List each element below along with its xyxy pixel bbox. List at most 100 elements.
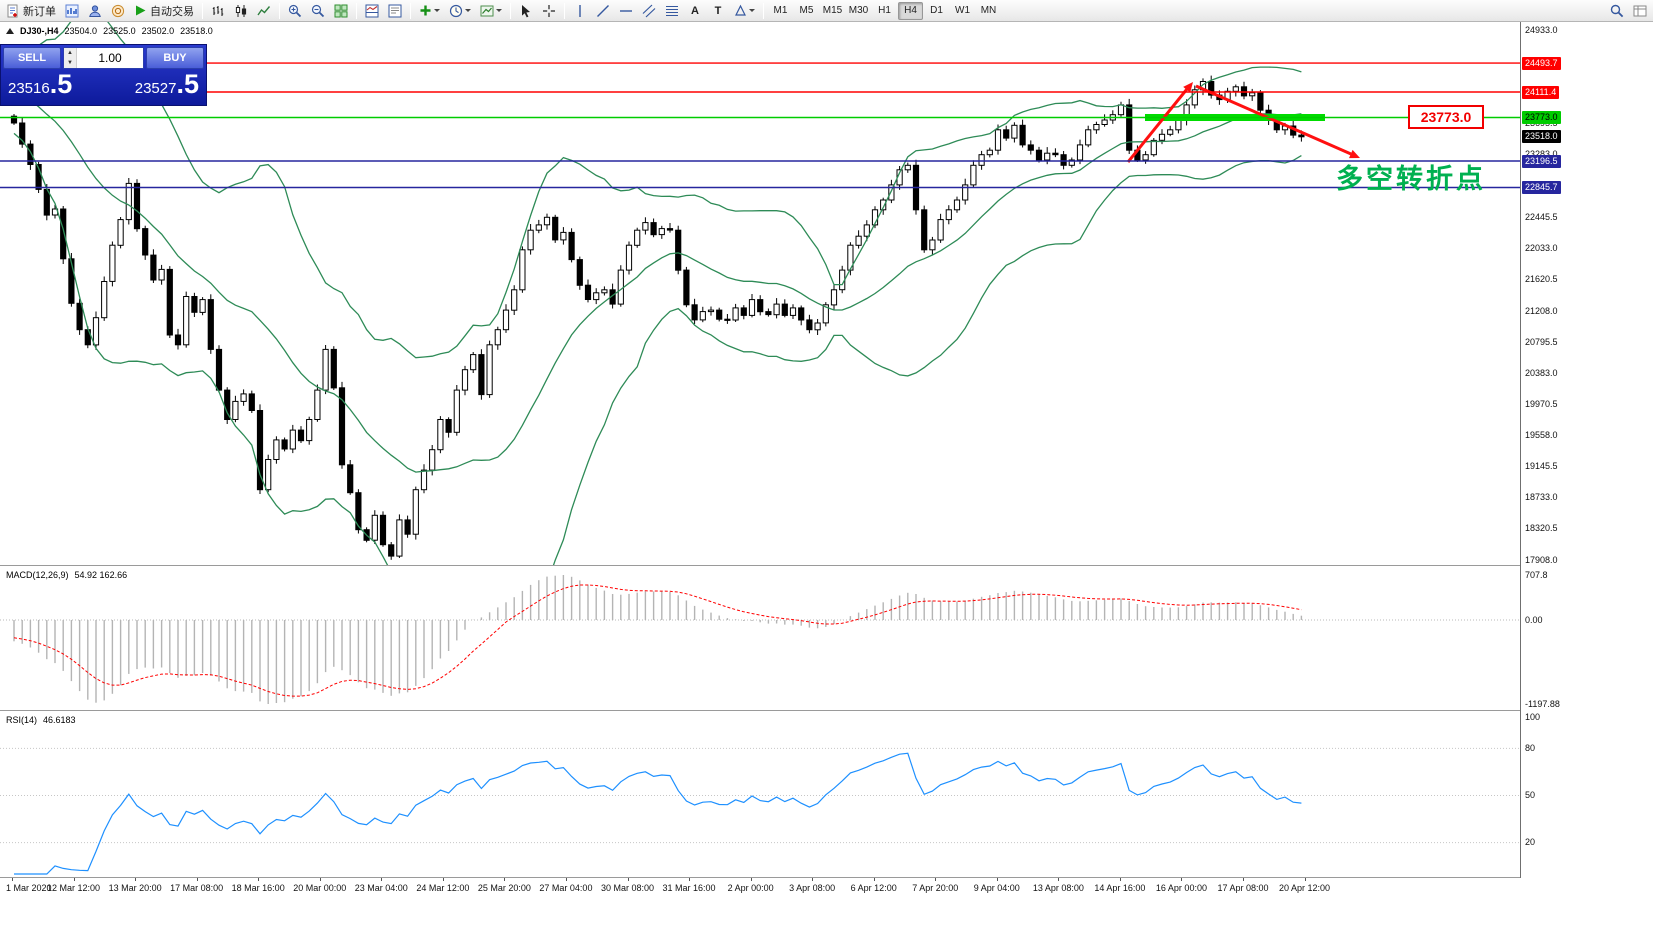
time-label: 24 Mar 12:00 bbox=[416, 883, 470, 893]
macd-axis-min: -1197.88 bbox=[1525, 698, 1560, 709]
layout-panels-button[interactable] bbox=[1629, 1, 1651, 21]
indicator-windows-button[interactable] bbox=[361, 1, 383, 21]
bar-chart-mode-button[interactable] bbox=[207, 1, 229, 21]
time-tick bbox=[627, 878, 629, 881]
sell-button[interactable]: SELL bbox=[3, 47, 61, 69]
indicator-window-icon bbox=[365, 4, 379, 17]
chart-annotations-layer[interactable] bbox=[0, 22, 1520, 565]
sell-price: 23516.5 bbox=[8, 69, 73, 99]
one-click-trading-panel: SELL ▲ ▼ BUY 23516.5 23527.5 bbox=[0, 44, 207, 106]
sell-price-big-digits: .5 bbox=[49, 69, 73, 99]
trendline-tool-button[interactable] bbox=[592, 1, 614, 21]
vertical-line-tool-button[interactable] bbox=[569, 1, 591, 21]
red-up-arrowhead-icon bbox=[1183, 82, 1193, 93]
channel-tool-button[interactable] bbox=[638, 1, 660, 21]
data-window-button[interactable] bbox=[384, 1, 406, 21]
time-label: 13 Apr 08:00 bbox=[1032, 883, 1084, 893]
candlestick-mode-button[interactable] bbox=[230, 1, 252, 21]
time-axis[interactable]: 1 Mar 2020 12 Mar 12:00 13 Mar 20:00 17 Mar… bbox=[0, 878, 1653, 897]
time-tick bbox=[873, 878, 875, 881]
tf-h4[interactable]: H4 bbox=[898, 1, 923, 20]
volume-down-button[interactable]: ▼ bbox=[64, 58, 76, 68]
line-chart-mode-button[interactable] bbox=[253, 1, 275, 21]
zoom-in-button[interactable] bbox=[284, 1, 306, 21]
autotrading-play-icon bbox=[136, 5, 146, 16]
price-axis[interactable]: 24933.023695.523283.022445.522033.021620… bbox=[1521, 22, 1653, 878]
red-down-arrowhead-icon bbox=[1349, 149, 1360, 159]
tf-mn[interactable]: MN bbox=[976, 2, 1001, 20]
zoom-in-icon bbox=[288, 4, 302, 17]
zoom-out-button[interactable] bbox=[307, 1, 329, 21]
new-order-button[interactable]: 新订单 bbox=[2, 1, 60, 21]
label-tool-button[interactable]: T bbox=[707, 1, 729, 21]
time-label: 31 Mar 16:00 bbox=[662, 883, 716, 893]
price-tick: 18733.0 bbox=[1525, 492, 1558, 503]
time-tick bbox=[442, 878, 444, 881]
cursor-tool-button[interactable] bbox=[515, 1, 537, 21]
tile-windows-icon bbox=[334, 4, 348, 17]
time-label: 6 Apr 12:00 bbox=[850, 883, 897, 893]
tile-windows-button[interactable] bbox=[330, 1, 352, 21]
tf-m30[interactable]: M30 bbox=[846, 2, 871, 20]
symbol-period-label: DJ30-,H4 bbox=[20, 26, 59, 36]
time-label: 27 Mar 04:00 bbox=[539, 883, 593, 893]
charts-window-button[interactable] bbox=[61, 1, 83, 21]
macd-pane-canvas[interactable] bbox=[0, 566, 1520, 710]
price-tick: 21208.0 bbox=[1525, 305, 1558, 316]
time-tick bbox=[135, 878, 137, 881]
horizontal-line-tool-button[interactable] bbox=[615, 1, 637, 21]
tf-m1[interactable]: M1 bbox=[768, 2, 793, 20]
time-label: 20 Mar 00:00 bbox=[293, 883, 347, 893]
ohlc-close: 23518.0 bbox=[180, 26, 213, 36]
tf-m5[interactable]: M5 bbox=[794, 2, 819, 20]
fibonacci-tool-button[interactable] bbox=[661, 1, 683, 21]
macd-histogram bbox=[13, 575, 1303, 704]
templates-dropdown-button[interactable] bbox=[476, 1, 506, 21]
tf-h1[interactable]: H1 bbox=[872, 2, 897, 20]
community-icon bbox=[111, 4, 125, 17]
pane-splitter-macd-rsi[interactable] bbox=[0, 710, 1653, 711]
search-button[interactable] bbox=[1606, 1, 1628, 21]
red-down-arrow-line[interactable] bbox=[1195, 84, 1352, 156]
time-tick bbox=[1243, 878, 1244, 881]
accounts-button[interactable] bbox=[84, 1, 106, 21]
candle-bodies bbox=[10, 81, 1305, 557]
add-indicator-button[interactable] bbox=[415, 1, 444, 21]
buy-button[interactable]: BUY bbox=[146, 47, 204, 69]
price-level-callout[interactable]: 23773.0 bbox=[1408, 105, 1484, 129]
macd-label: MACD(12,26,9) bbox=[6, 570, 69, 580]
current-price-label: 23518.0 bbox=[1522, 130, 1561, 144]
time-tick bbox=[12, 878, 13, 881]
time-tick bbox=[1058, 878, 1060, 881]
tf-m15[interactable]: M15 bbox=[820, 2, 845, 20]
label-tool-icon: T bbox=[714, 4, 722, 17]
rsi-pane-canvas[interactable] bbox=[0, 711, 1520, 877]
crosshair-tool-button[interactable] bbox=[538, 1, 560, 21]
red-up-arrow-line[interactable] bbox=[1126, 88, 1189, 163]
turning-point-annotation[interactable]: 多空转折点 bbox=[1336, 164, 1486, 194]
autotrading-button[interactable]: 自动交易 bbox=[130, 1, 198, 21]
tf-w1[interactable]: W1 bbox=[950, 2, 975, 20]
buy-price-big-digits: .5 bbox=[176, 69, 199, 99]
volume-up-button[interactable]: ▲ bbox=[64, 48, 76, 58]
periods-dropdown-button[interactable] bbox=[445, 1, 475, 21]
volume-input[interactable] bbox=[77, 48, 143, 68]
pane-splitter-main-macd[interactable] bbox=[0, 565, 1653, 566]
price-tick: 24933.0 bbox=[1525, 24, 1558, 35]
price-tick: 18320.5 bbox=[1525, 523, 1558, 534]
community-button[interactable] bbox=[107, 1, 129, 21]
macd-values: 54.92 162.66 bbox=[74, 570, 128, 580]
price-level-label: 24111.4 bbox=[1522, 85, 1560, 99]
text-tool-button[interactable]: A bbox=[684, 1, 706, 21]
shapes-dropdown-button[interactable] bbox=[730, 1, 759, 21]
tf-d1[interactable]: D1 bbox=[924, 2, 949, 20]
crosshair-icon bbox=[543, 4, 555, 17]
search-icon bbox=[1610, 4, 1624, 17]
fibonacci-icon bbox=[666, 5, 678, 16]
add-indicator-plus-icon bbox=[420, 5, 431, 16]
time-label: 9 Apr 04:00 bbox=[973, 883, 1020, 893]
time-label: 12 Mar 12:00 bbox=[47, 883, 101, 893]
data-window-icon bbox=[388, 4, 402, 17]
time-tick bbox=[565, 878, 567, 881]
